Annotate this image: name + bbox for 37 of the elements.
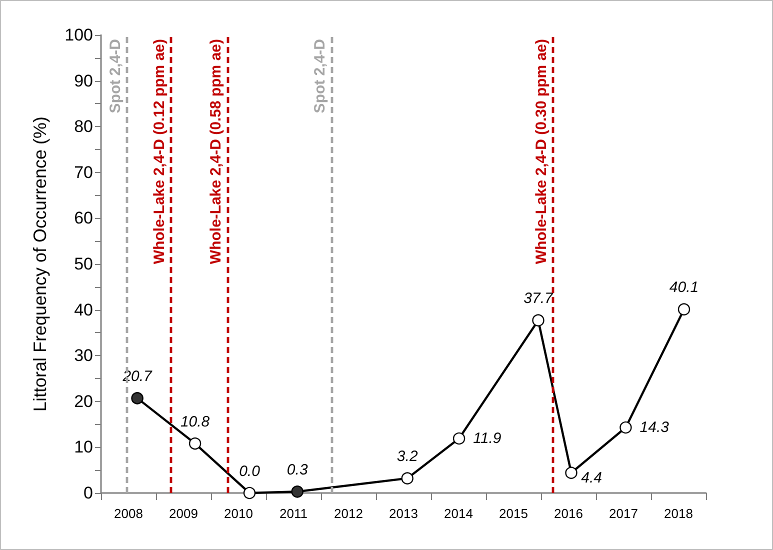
y-tick-label: 10 — [74, 438, 93, 457]
data-label: 40.1 — [669, 279, 699, 296]
y-axis-title: Littoral Frequency of Occurrence (%) — [30, 116, 50, 412]
x-tick-label: 2008 — [114, 506, 143, 521]
y-tick-label: 80 — [74, 117, 93, 136]
y-tick-label: 50 — [74, 254, 93, 274]
data-label: 0.3 — [286, 462, 308, 479]
y-tick-label: 90 — [74, 71, 93, 90]
x-tick-label: 2018 — [664, 506, 693, 521]
y-tick-label: 60 — [74, 208, 93, 228]
data-label: 0.0 — [239, 462, 261, 480]
data-label: 3.2 — [396, 448, 418, 466]
y-tick-label: 30 — [74, 346, 93, 366]
x-tick-label: 2009 — [169, 506, 198, 521]
ref-line-label: Whole-Lake 2,4-D (0.58 ppm ae) — [208, 39, 224, 264]
x-tick-label: 2011 — [280, 506, 308, 521]
x-tick-label: 2012 — [334, 506, 363, 521]
x-tick-label: 2013 — [389, 506, 418, 521]
y-tick-label: 100 — [64, 26, 93, 44]
y-tick-label: 70 — [74, 162, 93, 182]
ref-line-label: Spot 2,4-D — [311, 38, 328, 114]
ref-line-label: Whole-Lake 2,4-D (0.30 ppm ae) — [533, 39, 550, 264]
y-tick-label: 40 — [74, 300, 93, 320]
x-tick-label: 2015 — [499, 506, 528, 521]
data-label: 10.8 — [180, 413, 210, 430]
x-tick-label: 2010 — [224, 506, 253, 521]
x-tick-label: 2014 — [444, 506, 473, 521]
x-tick-label: 2016 — [554, 506, 583, 521]
y-tick-label: 0 — [84, 484, 93, 502]
data-label: 37.7 — [524, 290, 554, 308]
data-label: 4.4 — [581, 470, 602, 487]
x-tick-label: 2017 — [609, 506, 638, 521]
y-tick-label: 20 — [74, 392, 93, 411]
data-label: 14.3 — [640, 419, 670, 436]
data-label: 11.9 — [473, 430, 502, 447]
ref-line-label: Spot 2,4-D — [106, 38, 124, 114]
ref-line-label: Whole-Lake 2,4-D (0.12 ppm ae) — [150, 39, 168, 264]
